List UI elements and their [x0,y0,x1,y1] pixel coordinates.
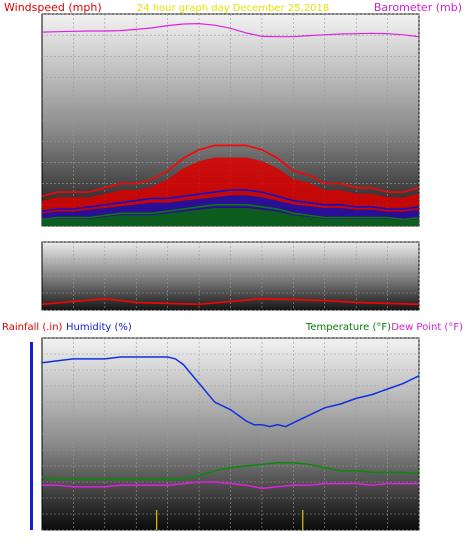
wind-panel-series [41,22,420,221]
rain-panel-grid [42,337,420,531]
series-line-temperature [41,462,420,480]
chart-title: 24 hour graph day December 25,2018 [137,3,329,14]
sun-annotations [156,510,304,530]
series-line-wind-direction [41,297,420,306]
dew-point-axis-label: Dew Point (°F) [391,322,463,333]
rain-panel-series [41,356,420,490]
temperature-axis-label: Temperature (°F) [305,322,391,333]
series-line-wind-low [41,204,420,221]
humidity-axis-bar [30,342,33,530]
humidity-axis-label: Humidity (%) [66,322,132,333]
direction-panel-series [41,297,420,306]
series-line-humidity [41,356,420,428]
series-line-wind-gust [41,144,420,198]
wind-axis-label: Windspeed (mph) [4,1,102,14]
series-line-barometer [41,22,420,38]
wind-panel-fills [42,157,419,226]
series-line-wind-average [41,189,420,212]
rain-axis-label: Rainfall (.in) [2,322,63,333]
series-line-dew-point [42,481,419,490]
wind-area-3 [42,208,419,226]
barometer-axis-label: Barometer (mb) [374,1,462,14]
